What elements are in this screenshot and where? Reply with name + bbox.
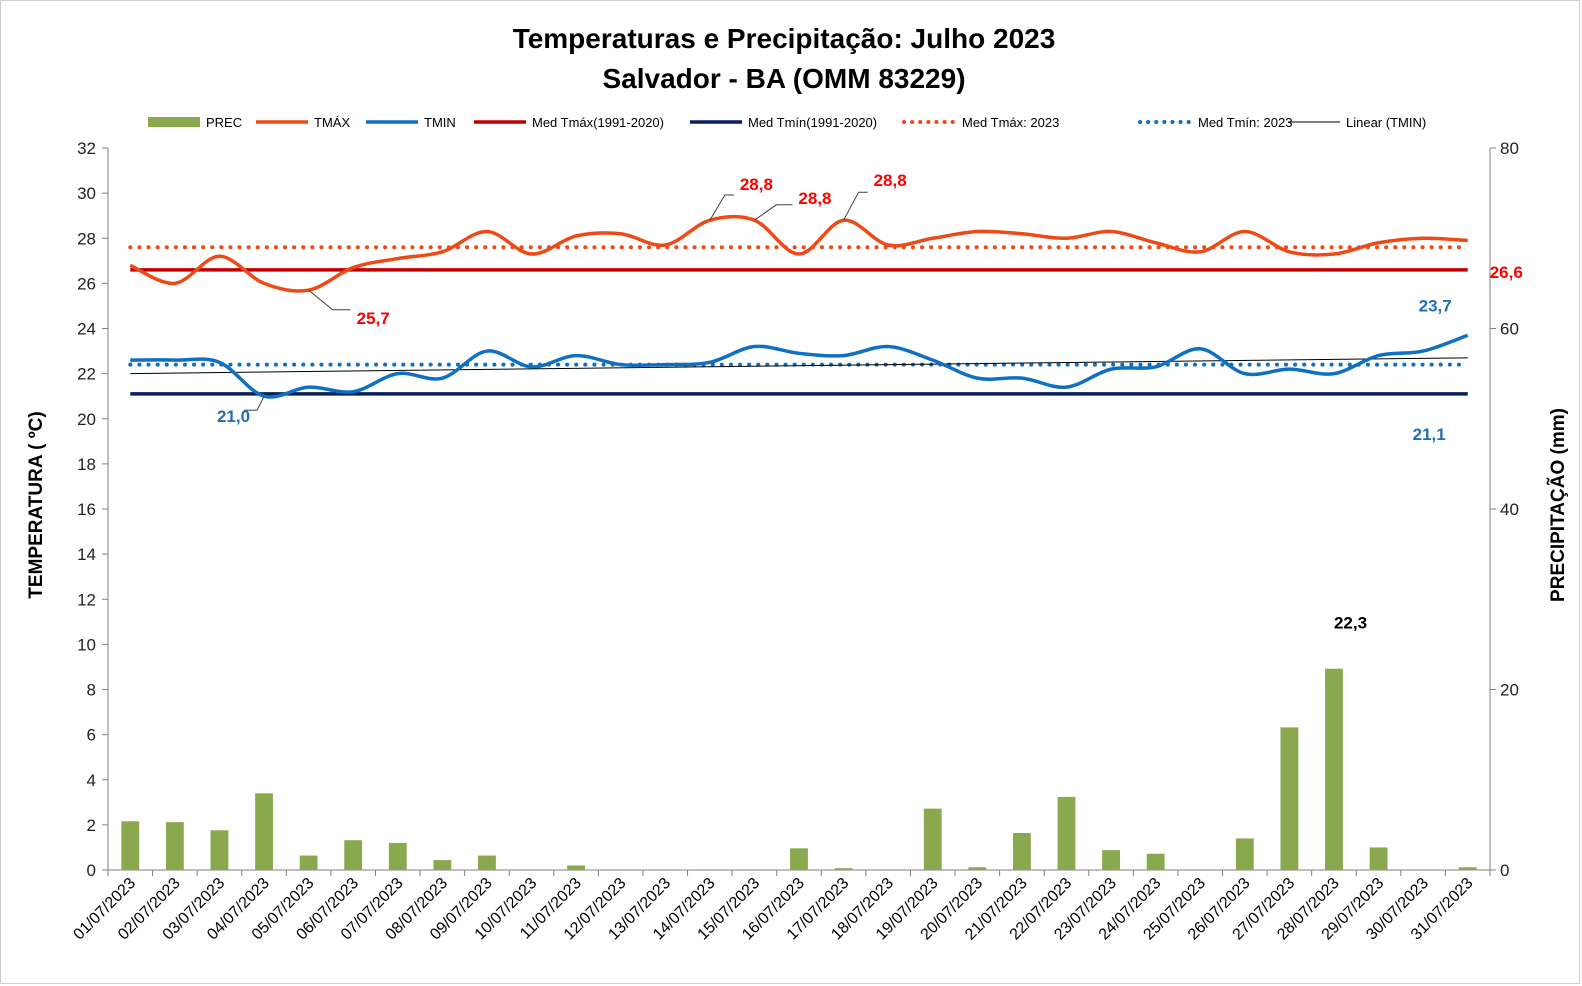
label-leader-line (244, 395, 265, 411)
legend-label: TMÁX (314, 115, 350, 130)
prec-bar (1012, 832, 1031, 870)
y2-tick-label: 60 (1500, 320, 1519, 339)
prec-bar (255, 793, 273, 870)
prec-bar (1458, 867, 1477, 870)
data-label: 28,8 (740, 175, 773, 194)
prec-bar (344, 840, 363, 870)
label-leader-line (843, 191, 868, 221)
y-tick-label: 20 (77, 410, 96, 429)
precipitation-bars (121, 668, 1477, 870)
chart-subtitle: Salvador - BA (OMM 83229) (602, 63, 965, 94)
prec-bar (1102, 850, 1120, 870)
y-tick-label: 32 (77, 139, 96, 158)
prec-bar (165, 822, 184, 870)
prec-bar (1235, 838, 1254, 870)
y-tick-label: 2 (87, 816, 96, 835)
prec-bar (121, 821, 140, 870)
prec-bar (1325, 668, 1343, 870)
data-label: 21,1 (1413, 425, 1446, 444)
legend-label: PREC (206, 115, 242, 130)
prec-bar (299, 855, 318, 870)
prec-bar (1146, 853, 1165, 870)
data-label: 28,8 (874, 171, 907, 190)
y-tick-label: 18 (77, 455, 96, 474)
y-tick-label: 30 (77, 184, 96, 203)
legend-label: Med Tmín: 2023 (1198, 115, 1292, 130)
chart-title: Temperaturas e Precipitação: Julho 2023 (513, 23, 1056, 54)
y2-axis-title: PRECIPITAÇÃO (mm) (1547, 408, 1569, 602)
tmax-line (129, 214, 1468, 293)
trend-line-tmin (130, 357, 1468, 375)
prec-bar (567, 865, 586, 870)
data-labels: 28,8 28,8 28,8 25,7 26,6 23,7 21,0 21,1 22,3 (217, 171, 1523, 633)
legend-label: Linear (TMIN) (1346, 115, 1426, 130)
legend-label: Med Tmáx(1991-2020) (532, 115, 664, 130)
y2-tick-label: 0 (1500, 861, 1509, 880)
prec-bar (923, 808, 942, 870)
data-label: 23,7 (1419, 296, 1452, 315)
y2-tick-label: 40 (1500, 500, 1519, 519)
label-leader-line (308, 289, 351, 311)
y-tick-label: 26 (77, 274, 96, 293)
prec-bar (433, 860, 452, 870)
y-tick-label: 22 (77, 365, 96, 384)
y-tick-label: 28 (77, 229, 96, 248)
data-label: 26,6 (1490, 263, 1523, 282)
y2-tick-label: 20 (1500, 681, 1519, 700)
prec-bar (388, 842, 407, 870)
y-axis-title: TEMPERATURA ( ºC) (26, 411, 47, 598)
y2-tick-label: 80 (1500, 139, 1519, 158)
y-tick-label: 6 (87, 726, 96, 745)
prec-bar (478, 855, 496, 870)
label-leader-line (754, 204, 793, 221)
prec-bar (1057, 796, 1076, 870)
prec-bar (1369, 847, 1388, 870)
label-leader-line (709, 194, 734, 221)
prec-bar (210, 830, 229, 870)
prec-bar (790, 848, 808, 870)
y-tick-label: 16 (77, 500, 96, 519)
y-tick-label: 4 (87, 771, 96, 790)
prec-bar (834, 868, 853, 870)
y-tick-label: 14 (77, 545, 96, 564)
data-label: 21,0 (217, 407, 250, 426)
temperature-lines (128, 214, 1470, 399)
tmin-line (130, 333, 1469, 399)
legend-label: Med Tmín(1991-2020) (748, 115, 877, 130)
y-tick-label: 24 (77, 320, 96, 339)
data-label: 25,7 (357, 309, 390, 328)
y-tick-label: 8 (87, 681, 96, 700)
y-tick-label: 12 (77, 590, 96, 609)
prec-bar (968, 867, 987, 870)
data-label: 28,8 (798, 189, 831, 208)
legend-label: Med Tmáx: 2023 (962, 115, 1059, 130)
y-tick-label: 10 (77, 635, 96, 654)
legend: PREC TMÁX TMIN Med Tmáx(1991-2020) Med Tmín(… (148, 115, 1426, 130)
legend-label: TMIN (424, 115, 456, 130)
prec-bar (1280, 727, 1299, 870)
data-label: 22,3 (1334, 614, 1367, 633)
axes-group: 0246810121416182022242628303202040608001… (70, 139, 1518, 943)
legend-swatch-prec (148, 117, 200, 127)
y-tick-label: 0 (87, 861, 96, 880)
